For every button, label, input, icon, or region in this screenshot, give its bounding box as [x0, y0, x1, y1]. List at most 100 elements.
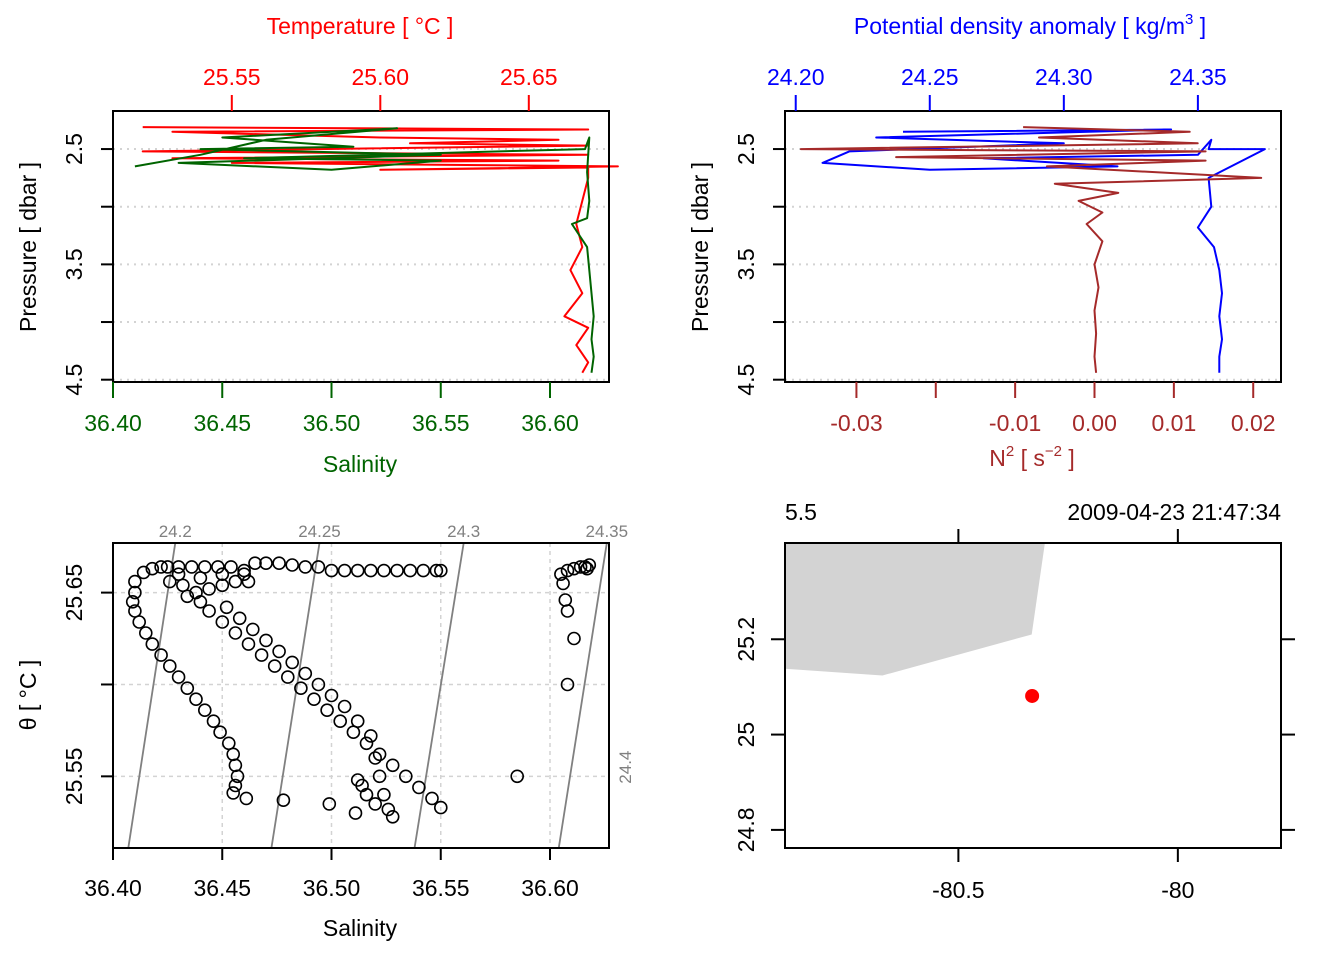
ts-point — [368, 751, 383, 765]
ts-point — [333, 714, 348, 729]
pressure-grid — [113, 148, 609, 381]
bottom-tick-label: 36.40 — [84, 410, 142, 436]
plot-frame — [112, 542, 610, 849]
map-ticks: -80.5 -80 24.8 25 25.2 — [733, 529, 1295, 903]
ts-point — [276, 793, 291, 808]
isopycnal-label: 24.2 — [159, 522, 192, 541]
ts-point — [259, 556, 273, 571]
isopycnal-line — [127, 543, 177, 848]
bottom-tick-label: 36.40 — [84, 875, 142, 901]
ts-point — [254, 648, 269, 662]
salinity-ticks: 36.40 36.45 36.50 36.55 36.60 — [84, 382, 579, 436]
bottom-tick-label: 36.50 — [303, 410, 361, 436]
left-tick-label: 25.2 — [733, 617, 759, 662]
land-shape — [785, 543, 1045, 676]
plot-frame — [784, 110, 1282, 383]
ts-points — [125, 556, 597, 824]
ts-point — [558, 593, 573, 607]
left-tick-label: 3.5 — [733, 248, 759, 280]
left-tick-label: 25 — [733, 722, 759, 748]
plot-frame — [112, 110, 610, 383]
ts-point — [348, 806, 363, 820]
profile-series — [799, 126, 1266, 373]
ts-point — [311, 560, 326, 574]
ts-point — [160, 560, 175, 574]
left-tick-label: 2.5 — [61, 133, 87, 165]
ts-point — [202, 582, 216, 596]
isopycnal-line — [557, 543, 608, 848]
ts-point — [285, 558, 300, 572]
left-tick-label: 24.8 — [733, 808, 759, 853]
series-line-salinity — [134, 127, 595, 373]
ts-point — [398, 769, 413, 784]
ts-point — [132, 615, 146, 629]
ts-point — [145, 561, 160, 576]
ts-point — [154, 560, 168, 574]
ts-point — [241, 637, 256, 651]
pressure-ticks: 2.5 3.5 4.5 — [61, 133, 113, 396]
n2-title-n: N — [989, 445, 1006, 471]
isopycnal-lines — [127, 543, 749, 848]
ts-point — [337, 563, 352, 578]
n2-title-s: [ s — [1014, 445, 1045, 471]
bottom-tick-label: -80.5 — [932, 877, 984, 903]
ts-diagram-panel: Salinity θ [ °C ] 24.2 24.25 24.3 24.35 24.4… — [15, 522, 749, 941]
ts-point — [184, 560, 199, 574]
top-tick-label: 25.60 — [352, 64, 410, 90]
ts-point — [324, 563, 339, 578]
ts-point — [193, 594, 208, 609]
ts-point — [429, 563, 444, 578]
ts-point — [363, 729, 378, 743]
ts-point — [567, 631, 581, 646]
ts-point — [128, 585, 142, 600]
ts-point — [368, 797, 383, 811]
ts-point — [189, 692, 203, 707]
ts-point — [307, 692, 321, 707]
ts-y-axis-title: θ [ °C ] — [15, 660, 41, 731]
ts-point — [237, 567, 251, 582]
ts-point — [198, 703, 212, 718]
ts-point — [139, 626, 153, 640]
top-tick-label: 24.35 — [1169, 64, 1227, 90]
temperature-axis-title: Temperature [ °C ] — [267, 13, 454, 39]
density-title-end: ] — [1193, 13, 1206, 39]
ts-point — [385, 809, 400, 824]
salinity-temperature-panel: Temperature [ °C ] Salinity Pressure [ d… — [15, 13, 619, 477]
series-line-n2 — [799, 126, 1263, 373]
series-line-temperature — [141, 126, 619, 374]
ts-point — [285, 655, 300, 670]
pressure-ticks: 2.5 3.5 4.5 — [733, 133, 785, 396]
ts-point — [298, 560, 313, 574]
bottom-tick-label: 36.55 — [412, 410, 470, 436]
ts-point — [171, 560, 186, 574]
ts-point — [359, 787, 374, 802]
ts-point — [311, 677, 326, 692]
isopycnal-label: 24.35 — [586, 522, 629, 541]
isopycnal-labels: 24.2 24.25 24.3 24.35 24.4 — [159, 522, 635, 784]
ts-point — [128, 574, 142, 589]
profile-series — [134, 126, 619, 374]
ts-point — [222, 736, 236, 751]
left-tick-label: 3.5 — [61, 248, 87, 280]
ts-point — [180, 681, 195, 696]
isopycnal-line — [413, 543, 465, 848]
ts-point — [211, 560, 225, 574]
ts-point — [560, 677, 575, 692]
ts-point — [359, 736, 374, 751]
ts-point — [324, 688, 339, 703]
map-top-left-label: 5.5 — [785, 499, 817, 525]
n2-axis-title: N2 [ s−2 ] — [989, 443, 1075, 471]
top-tick-label: 25.65 — [500, 64, 558, 90]
bottom-tick-label: -80 — [1161, 877, 1194, 903]
theta-ticks: 25.55 25.65 — [61, 564, 113, 805]
ts-point — [239, 791, 254, 806]
ts-point — [385, 758, 400, 773]
ts-point — [372, 747, 387, 762]
left-tick-label: 4.5 — [61, 364, 87, 396]
isopycnal-line — [701, 543, 749, 848]
density-axis-title: Potential density anomaly [ kg/m3 ] — [854, 11, 1206, 39]
top-tick-label: 25.55 — [203, 64, 261, 90]
bottom-tick-label: 36.45 — [193, 875, 251, 901]
ts-point — [298, 666, 313, 681]
ts-point — [337, 699, 352, 714]
